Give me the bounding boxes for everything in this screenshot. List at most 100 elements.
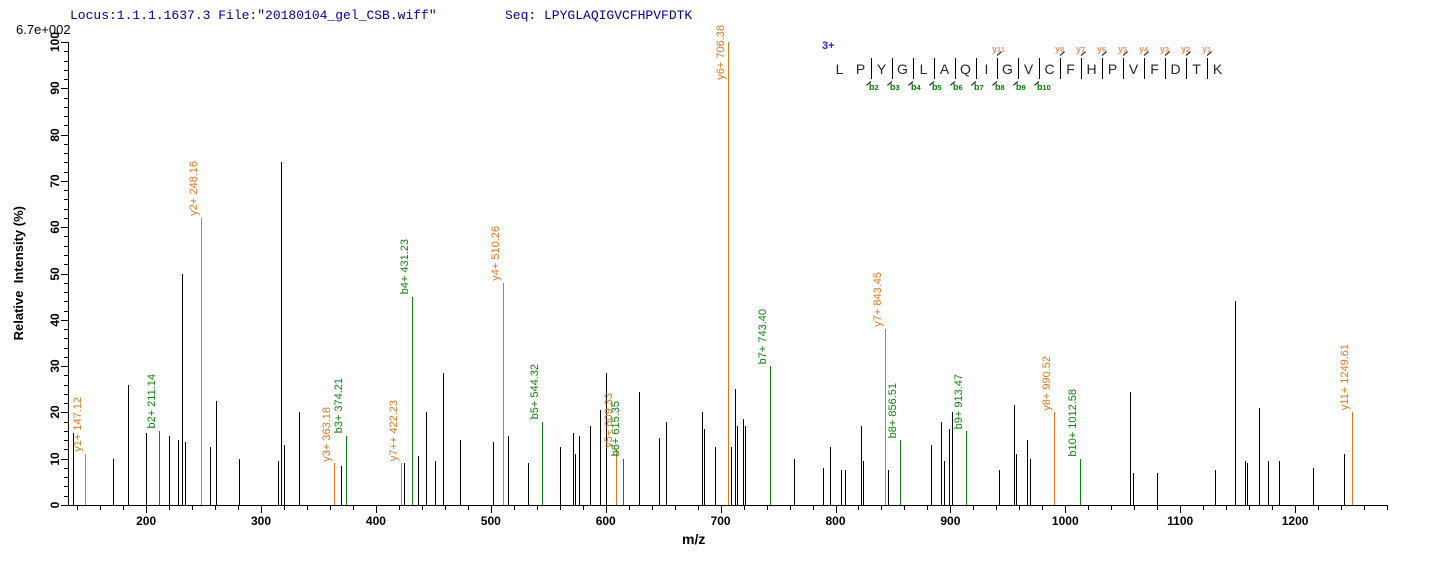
cleavage-mark [1080,58,1082,79]
y-tick-label: 20 [48,405,62,420]
spectrum-peak [1157,472,1158,505]
peak-label: y8+ 990.52 [1041,355,1053,411]
spectrum-peak [210,447,211,505]
locus-file-title: Locus:1.1.1.1637.3 File:"20180104_gel_CS… [70,8,437,23]
spectrum-peak [560,447,561,505]
spectrum-peak [299,412,300,505]
x-tick [1318,506,1320,510]
x-tick [904,506,906,510]
peak-label: b6+ 615.35 [610,401,622,457]
x-tick-label: 200 [136,514,157,528]
x-tick [421,506,423,510]
fragment-peak [334,463,335,505]
residue-letter: F [1150,61,1159,77]
x-tick [582,506,584,510]
cleavage-mark [1122,58,1124,79]
b-ion-label: b4 [911,82,921,92]
y-tick [64,495,68,497]
y-ion-label: y7 [1076,44,1086,54]
y-axis-line [68,42,69,505]
x-tick [1134,506,1136,510]
y-tick [64,171,68,173]
spectrum-peak [743,419,744,505]
y-tick [64,403,68,405]
y-tick [61,273,68,275]
y-tick [64,384,68,386]
spectrum-peak [216,400,217,505]
x-tick [651,506,653,510]
spectrum-peak [830,447,831,505]
x-tick [192,506,194,510]
b-ion-label: b5 [932,82,942,92]
y-tick [64,440,68,442]
spectrum-peak [178,440,179,505]
cleavage-mark [870,58,872,79]
residue-letter: P [1107,61,1118,77]
y-axis-title: Relative Intensity (%) [10,206,26,341]
x-tick [375,506,377,513]
x-tick [123,506,125,510]
spectrum-peak [704,428,705,505]
y-tick [61,366,68,368]
fragment-peak [159,430,160,505]
x-tick [835,506,837,513]
x-tick [444,506,446,510]
spectrum-peak [508,435,509,505]
fragment-peak [728,42,729,505]
cleavage-mark [1059,58,1061,79]
y-tick [61,42,68,43]
x-tick [720,506,722,513]
x-tick [1387,506,1388,510]
y-tick [64,421,68,423]
fragment-peak [1054,412,1055,505]
spectrum-peak [1215,470,1216,505]
x-tick [1157,506,1159,510]
x-tick [467,506,469,510]
x-tick [169,506,171,510]
y-tick [64,153,68,155]
peak-label: b4+ 431.23 [399,239,411,295]
y-tick [64,477,68,479]
spectrum-peak [1245,461,1246,505]
residue-letter: A [939,61,950,77]
fragment-peak [885,329,886,505]
spectrum-peak [284,444,285,505]
x-tick [1203,506,1205,510]
spectrum-peak [281,162,282,505]
x-tick [789,506,791,510]
y-tick [64,199,68,201]
fragment-peak [401,463,402,505]
y-tick [64,236,68,238]
x-tick [973,506,975,510]
spectrum-peak [404,463,405,505]
y-tick [64,301,68,303]
y-tick-label: 30 [48,359,62,373]
y-tick [64,449,68,451]
b-ion-label: b6 [953,82,963,92]
y-tick [64,486,68,488]
peak-label: b10+ 1012.58 [1067,389,1079,457]
fragment-peak [412,296,413,505]
peak-label: b8+ 856.51 [887,382,899,439]
x-tick [513,506,515,510]
cleavage-mark [1038,58,1040,79]
spectrum-peak [737,426,738,505]
peak-label: b9+ 913.47 [953,373,965,429]
y-tick [64,162,68,164]
fragment-peak [1352,412,1353,505]
x-axis-title: m/z [682,531,706,547]
residue: L [829,60,850,78]
y-tick [64,310,68,312]
x-tick-label: 600 [595,514,616,528]
cleavage-mark [975,58,977,79]
y-tick [64,292,68,294]
spectrum-peak [590,426,591,505]
spectrum-peak [1130,391,1131,505]
residue-letter: D [1170,61,1181,77]
cleavage-mark [891,58,893,79]
x-tick [261,506,263,513]
